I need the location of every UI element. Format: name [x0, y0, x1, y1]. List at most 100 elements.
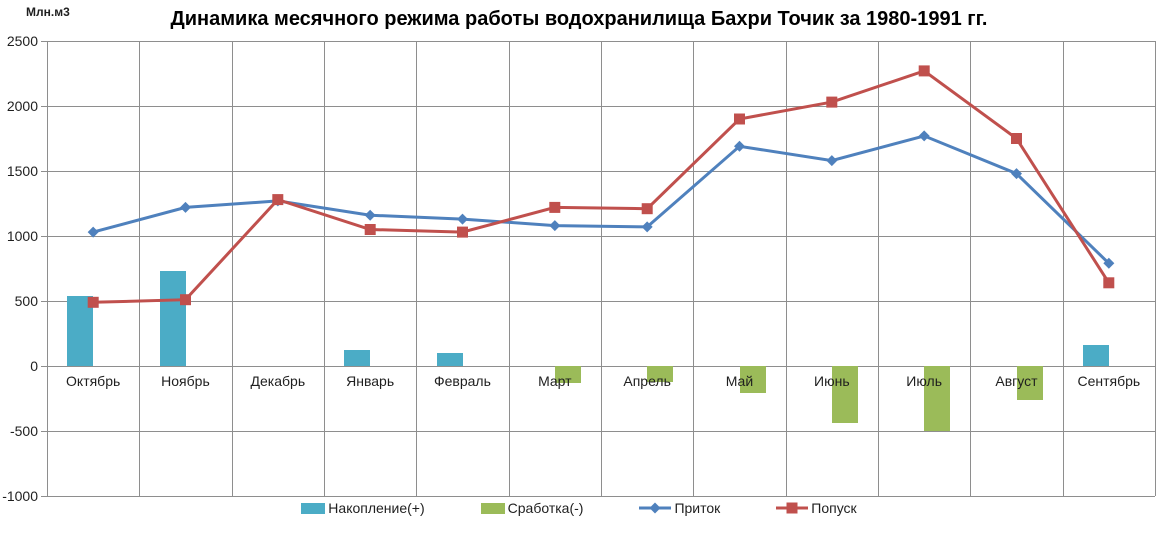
marker-diamond-pritok: [918, 130, 930, 142]
marker-diamond-pritok: [1103, 257, 1115, 269]
marker-diamond-pritok: [457, 213, 468, 225]
bar-srabotka: [1016, 366, 1043, 400]
x-axis-category-label: Июнь: [814, 373, 850, 389]
y-axis-tick-mark: [41, 41, 47, 42]
legend-swatch-srabotka: [480, 502, 505, 514]
legend-label-popusk: Попуск: [811, 500, 857, 516]
legend-swatch-popusk: [776, 500, 809, 516]
x-axis-category-label: Август: [995, 373, 1038, 389]
y-axis-tick-label: -500: [9, 423, 38, 439]
x-axis-category-label: Декабрь: [250, 373, 306, 389]
bar-nakoplenie: [159, 271, 186, 366]
gridline-vertical: [416, 41, 418, 496]
y-axis-tick-label: 1000: [6, 228, 38, 244]
y-axis-tick-label: 500: [14, 293, 38, 309]
y-axis-tick-mark: [41, 236, 47, 237]
y-axis-tick-label: 2000: [6, 98, 38, 114]
gridline-horizontal: [47, 171, 1155, 172]
x-axis-category-label: Март: [538, 373, 572, 389]
marker-diamond-pritok: [1011, 168, 1022, 180]
gridline-vertical: [970, 41, 972, 496]
bar-srabotka: [831, 366, 858, 424]
y-axis-tick-label: -1000: [2, 488, 38, 504]
gridline-vertical: [601, 41, 602, 496]
x-axis-category-label: Февраль: [433, 373, 491, 389]
gridline-horizontal: [47, 431, 1155, 432]
legend-item-pritok: Приток: [639, 500, 720, 516]
y-axis-tick-label: 1500: [6, 163, 38, 179]
gridline-horizontal: [47, 236, 1155, 237]
gridline-vertical: [47, 41, 48, 496]
y-axis-tick-mark: [41, 106, 47, 107]
legend-label-pritok: Приток: [674, 500, 721, 516]
bar-srabotka: [554, 366, 581, 383]
x-axis-category-label: Июль: [906, 373, 942, 389]
y-axis-tick-mark: [41, 171, 47, 172]
bar-srabotka: [739, 366, 766, 394]
bar-srabotka: [647, 366, 674, 382]
marker-diamond-pritok: [180, 201, 191, 213]
x-axis-category-label: Сентябрь: [1077, 373, 1141, 389]
gridline-horizontal: [47, 301, 1155, 302]
marker-diamond-pritok: [826, 155, 838, 167]
line-pritok: [92, 134, 1110, 265]
marker-diamond-pritok: [641, 221, 653, 233]
legend-item-popusk: Попуск: [776, 500, 857, 516]
legend-label-srabotka: Сработка(-): [507, 500, 584, 516]
marker-square-popusk: [1103, 277, 1115, 289]
gridline-vertical: [693, 41, 695, 496]
gridline-vertical: [231, 41, 233, 496]
y-axis-tick-mark: [41, 366, 47, 367]
line-popusk: [93, 69, 1111, 304]
gridline-vertical: [878, 41, 879, 496]
x-axis-category-label: Январь: [346, 373, 395, 389]
line-series-layer: [87, 65, 1115, 308]
marker-square-popusk: [364, 224, 376, 235]
marker-square-popusk: [457, 226, 468, 238]
x-axis-category-label: Ноябрь: [161, 373, 210, 389]
marker-square-popusk: [87, 296, 99, 308]
marker-square-popusk: [272, 194, 284, 206]
bar-nakoplenie: [436, 353, 463, 366]
y-axis-tick-mark: [41, 301, 47, 302]
plot-area: Октябрь Ноябрь Декабрь Январь Февраль Март Апр…: [47, 41, 1156, 497]
legend-swatch-nakoplenie: [301, 502, 326, 514]
bar-nakoplenie: [344, 350, 371, 366]
gridline-vertical: [1062, 41, 1064, 496]
x-axis-category-label: Октябрь: [66, 373, 121, 389]
legend-item-nakoplenie: Накопление(+): [301, 500, 425, 516]
marker-square-popusk: [826, 96, 838, 108]
y-axis-tick-mark: [41, 431, 47, 432]
gridline-vertical: [1155, 41, 1156, 496]
gridline-vertical: [139, 41, 141, 496]
gridline-vertical: [508, 41, 510, 496]
gridline-vertical: [324, 41, 325, 496]
chart-title: Динамика месячного режима работы водохра…: [170, 8, 988, 30]
gridline-horizontal: [47, 366, 1155, 367]
marker-square-popusk: [641, 203, 653, 215]
gridline-horizontal: [47, 106, 1155, 107]
legend-label-nakoplenie: Накопление(+): [328, 500, 425, 516]
legend-swatch-pritok: [639, 500, 672, 516]
bar-srabotka: [924, 366, 951, 431]
gridline-horizontal: [47, 41, 1155, 42]
marker-diamond-pritok: [364, 209, 376, 221]
x-axis-category-label: Апрель: [623, 373, 671, 389]
bar-nakoplenie: [1082, 345, 1109, 366]
gridline-vertical: [785, 41, 787, 496]
legend-item-srabotka: Сработка(-): [480, 500, 584, 516]
marker-square-popusk: [180, 294, 191, 306]
marker-diamond-pritok: [549, 220, 561, 232]
y-axis-tick-label: 0: [30, 358, 38, 374]
y-axis-tick-label: 2500: [6, 33, 38, 49]
marker-diamond-pritok: [734, 140, 745, 152]
marker-square-popusk: [549, 201, 561, 213]
y-axis-unit-label: Млн.м3: [26, 5, 70, 19]
legend: Накопление(+) Сработка(-) Приток Попуск: [0, 500, 1158, 516]
marker-diamond-pritok: [87, 226, 99, 238]
marker-square-popusk: [918, 65, 930, 77]
gridline-horizontal: [47, 496, 1155, 497]
marker-square-popusk: [734, 113, 745, 125]
x-axis-category-label: Май: [725, 373, 754, 389]
